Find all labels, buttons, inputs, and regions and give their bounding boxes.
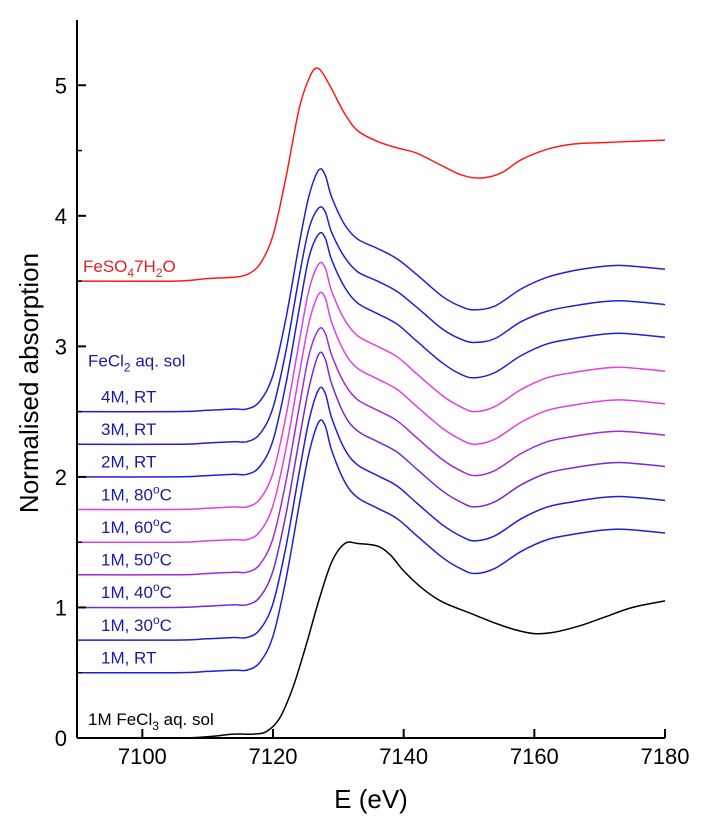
curve-label-1m-80c: 1M, 80oC [101, 482, 172, 504]
series-line-2m-rt [76, 231, 666, 478]
y-tick-label: 3 [55, 334, 67, 359]
y-tick-label: 5 [55, 73, 67, 98]
series-line-3m-rt [76, 206, 666, 446]
curve-label-1m-rt: 1M, RT [101, 649, 156, 668]
curve-label-1m-50c: 1M, 50oC [101, 548, 172, 570]
curve-label-1m-60c: 1M, 60oC [101, 515, 172, 537]
x-axis-title: E (eV) [334, 784, 408, 814]
series-line-1m-80c [76, 261, 666, 511]
series-line-1m-50c [76, 327, 666, 576]
x-tick-label: 7140 [379, 744, 428, 769]
group-label-fecl2: FeCl2 aq. sol [88, 351, 185, 374]
curve-label-3m-rt: 3M, RT [101, 420, 156, 439]
curve-label-2m-rt: 2M, RT [101, 453, 156, 472]
axes-layer: 7100 7120 7140 7160 7180 0 1 2 3 4 5 [55, 20, 690, 769]
curve-labels-layer: 1M FeCl3 aq. sol 1M, RT 1M, 30oC 1M, 40oC 1M… [83, 257, 214, 733]
series-line-1m-rt [76, 419, 666, 674]
curve-label-1m-40c: 1M, 40oC [101, 580, 172, 602]
curve-label-1m-30c: 1M, 30oC [101, 613, 172, 635]
y-tick-label: 1 [55, 595, 67, 620]
curve-label-4m-rt: 4M, RT [101, 387, 156, 406]
curves-layer [76, 67, 666, 739]
x-tick-label: 7100 [118, 744, 167, 769]
curve-label-feso4-7h2o: FeSO47H2O [83, 257, 176, 280]
x-tick-label: 7160 [510, 744, 559, 769]
series-line-1m-30c [76, 386, 666, 641]
series-line-1m-60c [76, 291, 666, 544]
y-tick-label: 0 [55, 726, 67, 751]
series-line-feso4-7h2o [76, 67, 666, 283]
series-line-1m-40c [76, 351, 666, 609]
y-tick-label: 2 [55, 465, 67, 490]
x-tick-label: 7180 [641, 744, 690, 769]
y-axis-title: Normalised absorption [14, 253, 44, 513]
y-tick-label: 4 [55, 204, 67, 229]
curve-label-1m-fecl3-aq-sol: 1M FeCl3 aq. sol [88, 710, 214, 733]
series-line-4m-rt [76, 168, 666, 413]
series-line-1m-fecl3-aq-sol [76, 541, 666, 739]
x-tick-label: 7120 [249, 744, 298, 769]
